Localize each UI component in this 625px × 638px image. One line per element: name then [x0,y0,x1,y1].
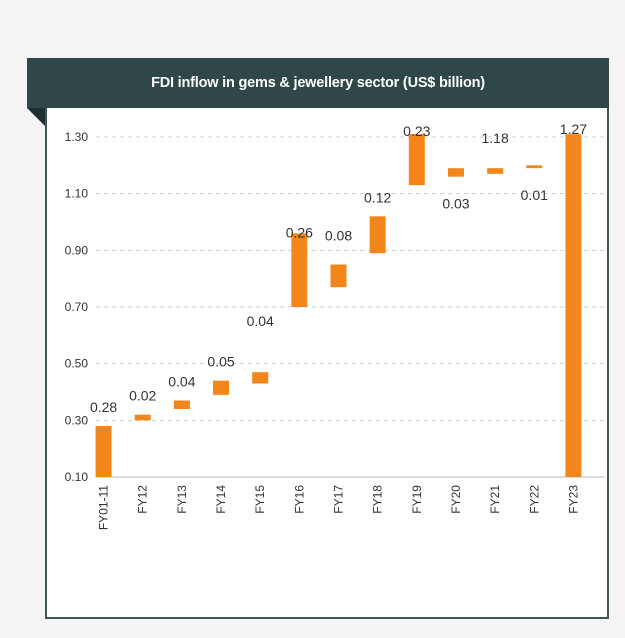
waterfall-bar [487,168,504,174]
y-tick-label: 0.90 [65,243,89,257]
data-label: 0.26 [286,224,313,240]
x-tick-label: FY17 [332,485,346,514]
data-label: 0.01 [521,187,548,203]
x-tick-label: FY16 [292,485,306,514]
data-label: 0.04 [168,374,195,390]
x-tick-label: FY22 [527,485,541,514]
x-tick-label: FY20 [449,485,463,514]
x-tick-label: FY18 [371,485,385,514]
x-tick-label: FY13 [175,485,189,514]
y-tick-label: 1.10 [65,187,89,201]
data-label: 1.27 [560,121,587,137]
waterfall-bar [291,233,308,307]
waterfall-bar [330,264,347,288]
x-tick-label: FY15 [253,485,267,514]
waterfall-bar [95,426,112,477]
data-label: 0.28 [90,399,117,415]
title-banner-fold [27,108,45,126]
waterfall-bar [213,380,230,395]
x-tick-label: FY19 [410,485,424,514]
waterfall-bar [408,134,425,186]
data-label: 0.02 [129,388,156,404]
data-label: 0.04 [247,313,274,329]
x-tick-label: FY23 [566,485,580,514]
waterfall-bar [173,400,190,409]
chart-title: FDI inflow in gems & jewellery sector (U… [27,58,609,108]
data-label: 0.08 [325,228,352,244]
data-label: 0.12 [364,189,391,205]
x-tick-label: FY21 [488,485,502,514]
chart-card [45,58,609,619]
x-tick-label: FY01-11 [97,485,111,530]
y-tick-label: 0.50 [65,357,89,371]
data-label: 0.03 [442,196,469,212]
waterfall-bar [134,414,151,421]
waterfall-bar [369,216,386,254]
y-tick-label: 0.10 [65,470,89,484]
y-tick-label: 1.30 [65,130,89,144]
waterfall-bar [526,165,543,169]
waterfall-bar [252,372,269,384]
data-label: 1.18 [481,130,508,146]
y-tick-label: 0.70 [65,300,89,314]
y-tick-label: 0.30 [65,413,89,427]
data-label: 0.23 [403,123,430,139]
x-tick-label: FY14 [214,485,228,514]
data-label: 0.05 [207,354,234,370]
waterfall-bar [447,168,464,177]
waterfall-bar [565,134,582,477]
x-tick-label: FY12 [136,485,150,514]
